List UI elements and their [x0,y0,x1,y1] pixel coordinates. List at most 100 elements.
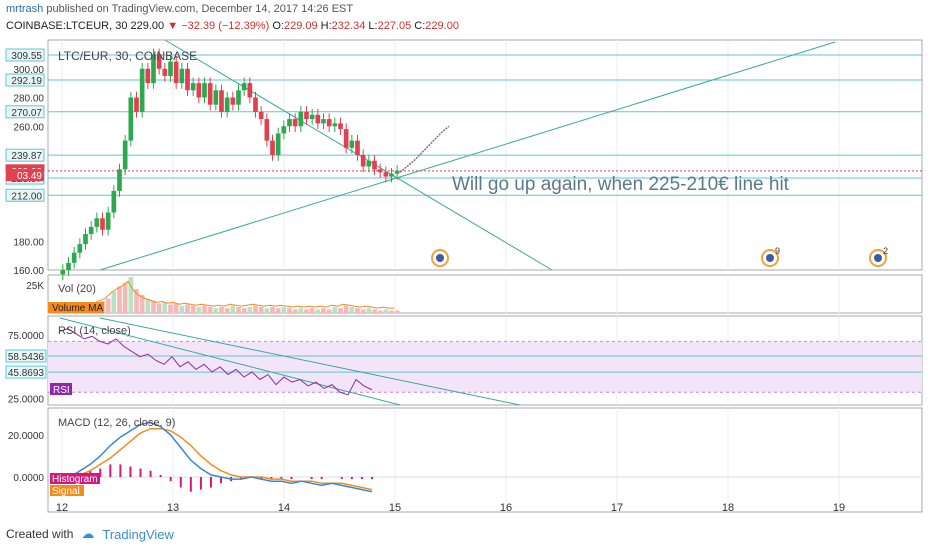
candle [281,126,287,134]
volume-bar [213,308,219,313]
candle [230,97,236,105]
candle [326,119,332,127]
rsi-band [48,341,922,393]
publish-line: mrtrash published on TradingView.com, De… [6,3,353,15]
candle [309,114,315,120]
candle [156,54,162,69]
candle [292,119,298,127]
price-label-box [5,148,45,162]
event-badge-dot [766,254,774,262]
volume-bar [275,308,281,313]
candle [315,114,321,124]
event-badge-count: 2 [883,246,888,256]
candle [343,129,349,148]
x-tick-label: 18 [722,502,734,514]
candle [258,111,264,120]
candle [264,119,270,141]
rsi-legend-box [50,383,72,395]
rsi-level-box [5,365,47,379]
volume-bar [349,307,355,313]
volume-bar [139,295,145,313]
x-tick-label: 16 [500,502,512,514]
pane-frame-3 [47,407,923,513]
volume-bar [377,310,383,313]
candle [134,97,139,112]
macd-legend-hist-box [50,473,100,484]
rsi-tick: 25.0000 [8,395,45,406]
candle [275,133,281,155]
volume-bar [111,291,117,313]
volume-bar [168,304,173,313]
volume-bar [219,307,224,313]
candle [366,160,372,167]
macd-legend-signal: Signal [52,486,80,497]
rsi-level-box [5,349,47,363]
price-label: 309.55 [11,51,42,62]
y-tick-label: 300.00 [13,65,44,76]
candle [287,119,292,127]
candle [377,169,383,173]
y-tick-label: 160.00 [13,266,44,277]
volume-bar [372,309,377,313]
candle [332,123,338,127]
macd-title: MACD (12, 26, close, 9) [58,417,175,429]
volume-bar [241,308,247,313]
low-value: 227.05 [377,20,412,32]
candle [213,90,219,105]
volume-bar [292,309,298,313]
candle [60,270,66,275]
candle [372,160,377,170]
volume-bar [236,307,241,313]
macd-legend-hist: Histogram [52,474,98,485]
volume-bar [230,305,236,313]
rsi-title: RSI (14, close) [58,325,131,337]
macd-line [59,421,373,493]
candle [304,111,309,120]
volume-bar [224,308,230,313]
volume-bar [304,309,309,313]
candle [196,83,202,98]
brand[interactable]: TradingView [102,526,174,542]
price-label: 212.00 [11,191,42,202]
candle [349,140,355,148]
candle [117,169,122,191]
candle [219,90,224,112]
vol-tick: 25K [26,281,44,292]
volume-bar [185,304,190,313]
candle [298,111,304,127]
macd-tick: 0.0000 [13,473,44,484]
volume-bar [207,307,213,313]
candle [145,68,151,84]
candle [88,226,94,235]
author-link[interactable]: mrtrash [6,3,44,15]
volume-bar [105,298,111,313]
volume-bar [343,305,349,313]
symbol: COINBASE:LTCEUR, 30 [6,20,128,32]
macd-legend-signal-box [50,485,84,496]
volume-bar [145,298,151,313]
candle [270,140,275,155]
volume-bar [122,283,128,313]
ohlc-line: COINBASE:LTCEUR, 30 229.00 ▼ −32.39 (−12… [6,20,459,32]
candle [383,172,389,177]
candle [162,68,168,76]
signal-line [59,427,373,491]
candle [207,83,213,105]
volume-bar [196,307,202,313]
event-badge-dot [436,254,444,262]
tradingview-logo-icon[interactable]: ☁ [81,526,95,541]
y-tick-label: 180.00 [13,237,44,248]
volume-bar [247,307,253,313]
pane-frame-1 [47,274,923,314]
rsi-tick: 75.0000 [8,331,45,342]
rsi-trend-upper [99,317,521,406]
candle [321,119,326,124]
candle [77,244,83,253]
volume-bar [156,303,162,313]
rsi-level-label: 45.8693 [8,368,45,379]
candle [338,123,343,130]
candle [253,97,258,112]
candle [111,190,117,213]
volume-bar [128,277,134,313]
